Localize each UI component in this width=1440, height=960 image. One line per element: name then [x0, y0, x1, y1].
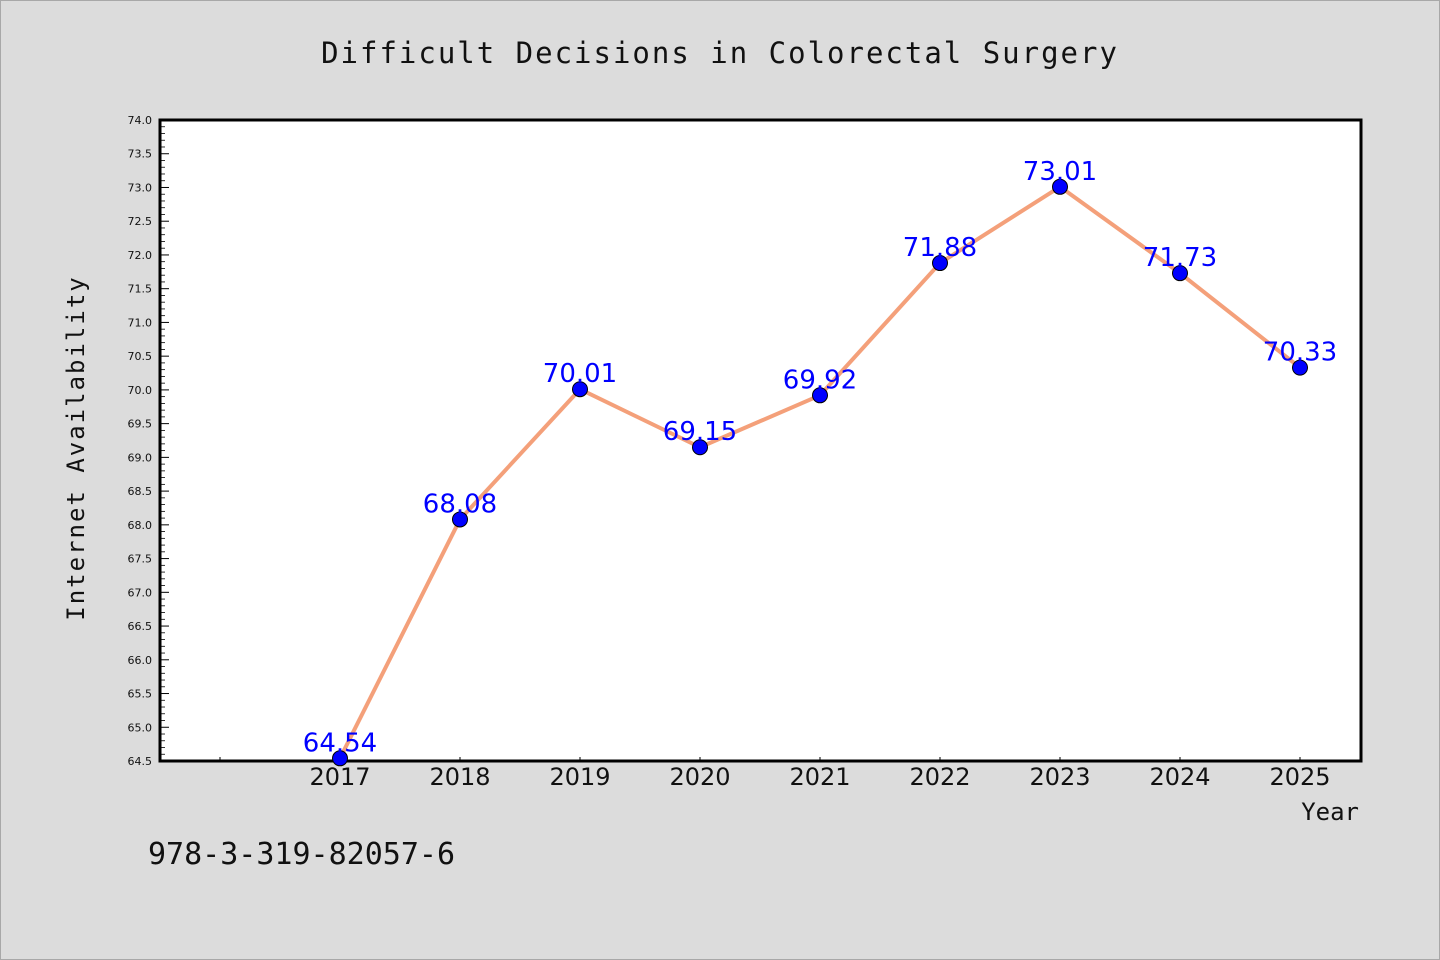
data-label: 73.01 [1023, 157, 1097, 187]
data-label: 64.54 [303, 728, 377, 758]
y-tick-label: 71.0 [128, 316, 153, 329]
y-tick-label: 70.0 [128, 384, 153, 397]
y-tick-label: 71.5 [128, 283, 153, 296]
data-label: 69.92 [783, 365, 857, 395]
x-tick-label: 2018 [429, 763, 490, 791]
y-axis: 64.5 65.0 65.5 66.0 66.5 67.0 67.5 68.0 68.5 69.0… [128, 114, 169, 768]
y-tick-label: 73.0 [128, 181, 153, 194]
data-labels: 64.54 68.08 70.01 69.15 69.92 71.88 73.01 71.73… [303, 157, 1337, 759]
chart-title: Difficult Decisions in Colorectal Surger… [321, 36, 1119, 70]
y-tick-label: 64.5 [128, 755, 153, 768]
y-tick-label: 68.0 [128, 519, 153, 532]
series [332, 178, 1308, 767]
data-label: 70.33 [1263, 338, 1337, 368]
x-tick-label: 2021 [789, 763, 850, 791]
data-label: 68.08 [423, 489, 497, 519]
y-tick-label: 67.5 [128, 553, 153, 566]
y-tick-label: 73.5 [128, 148, 153, 161]
x-tick-label: 2024 [1149, 763, 1210, 791]
data-point [812, 387, 828, 404]
data-point [572, 381, 588, 398]
plot-area [158, 118, 1363, 763]
data-label: 71.73 [1143, 243, 1217, 273]
x-tick-label: 2022 [909, 763, 970, 791]
x-tick-label: 2019 [549, 763, 610, 791]
y-tick-label: 65.5 [128, 688, 153, 701]
x-axis-label: Year [1301, 798, 1359, 826]
x-tick-label: 2023 [1029, 763, 1090, 791]
data-label: 70.01 [543, 359, 617, 389]
data-point [932, 255, 948, 272]
y-tick-label: 69.0 [128, 451, 153, 464]
y-tick-label: 72.5 [128, 215, 153, 228]
x-tick-label: 2025 [1269, 763, 1330, 791]
data-point [1172, 265, 1188, 282]
isbn-text: 978-3-319-82057-6 [148, 837, 455, 872]
y-axis-label: Internet Availability [62, 275, 90, 620]
y-tick-label: 72.0 [128, 249, 153, 262]
y-tick-label: 68.5 [128, 485, 153, 498]
data-point [692, 439, 708, 456]
data-point [452, 511, 468, 528]
data-point [332, 750, 348, 767]
y-tick-label: 65.0 [128, 721, 153, 734]
y-tick-label: 66.5 [128, 620, 153, 633]
x-tick-label: 2017 [309, 763, 370, 791]
x-axis: 2017 2018 2019 2020 2021 2022 2023 2024 2025 [219, 757, 1331, 791]
y-tick-label: 66.0 [128, 654, 153, 667]
data-point [1052, 178, 1068, 195]
x-tick-label: 2020 [669, 763, 730, 791]
y-tick-label: 69.5 [128, 418, 153, 431]
y-tick-label: 67.0 [128, 586, 153, 599]
data-point [1292, 359, 1308, 376]
y-tick-label: 70.5 [128, 350, 153, 363]
data-label: 69.15 [663, 417, 737, 447]
data-label: 71.88 [903, 233, 977, 263]
y-tick-label: 74.0 [128, 114, 153, 127]
